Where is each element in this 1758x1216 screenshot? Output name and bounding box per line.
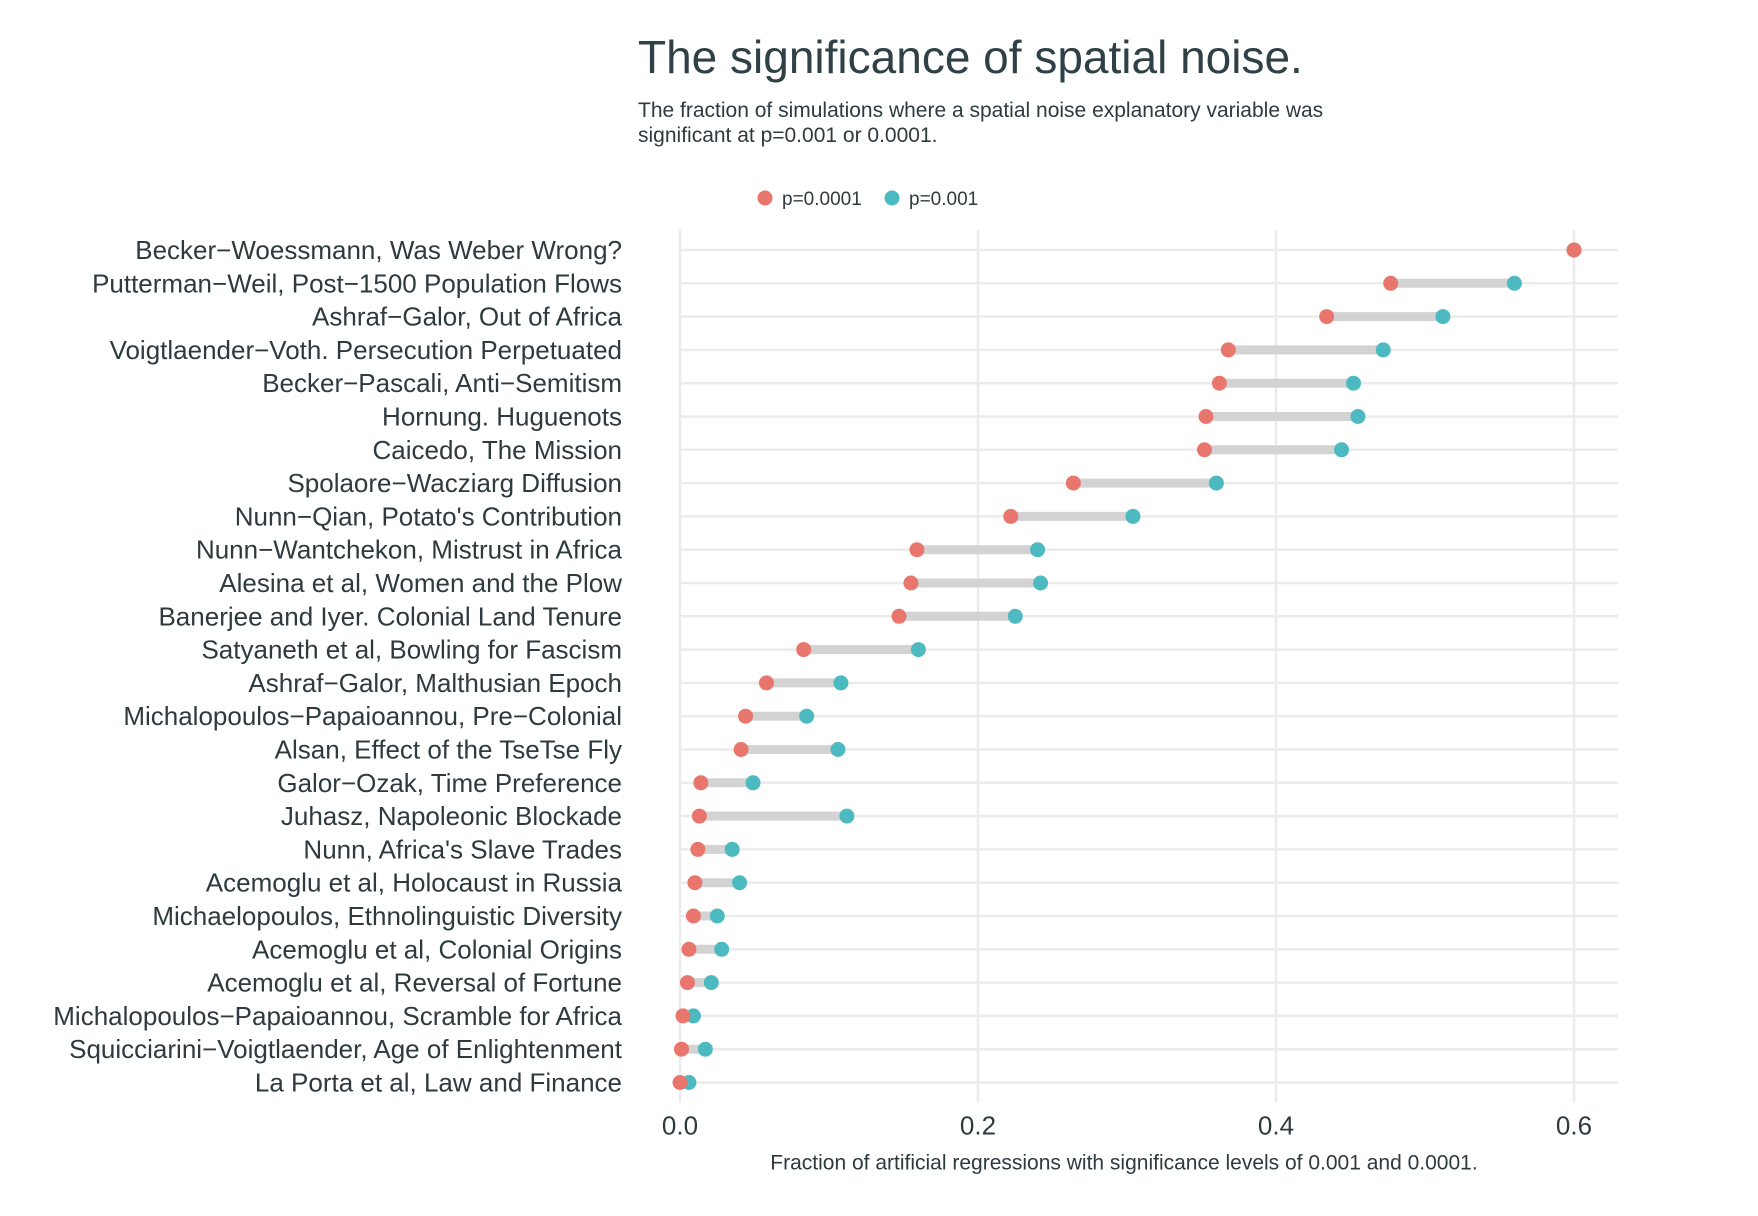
y-tick-label: Nunn, Africa's Slave Trades xyxy=(303,834,622,864)
y-tick-label: Nunn−Qian, Potato's Contribution xyxy=(235,501,622,531)
point-p0001 xyxy=(687,875,703,891)
point-p0001 xyxy=(796,642,812,658)
y-tick-label: Michalopoulos−Papaioannou, Pre−Colonial xyxy=(123,701,622,731)
point-p0001 xyxy=(1383,275,1399,291)
point-p0001 xyxy=(1566,242,1582,258)
y-tick-label: Hornung. Huguenots xyxy=(382,402,622,432)
x-tick-label: 0.4 xyxy=(1258,1111,1294,1141)
y-tick-label: Acemoglu et al, Holocaust in Russia xyxy=(206,868,623,898)
chart-subtitle: The fraction of simulations where a spat… xyxy=(638,99,1324,147)
y-tick-label: La Porta et al, Law and Finance xyxy=(255,1068,622,1098)
y-tick-label: Squicciarini−Voigtlaender, Age of Enligh… xyxy=(69,1034,623,1064)
y-tick-label: Banerjee and Iyer. Colonial Land Tenure xyxy=(158,601,622,631)
y-tick-label: Michaelopoulos, Ethnolinguistic Diversit… xyxy=(152,901,622,931)
x-tick-label: 0.2 xyxy=(960,1111,996,1141)
x-axis-title: Fraction of artificial regressions with … xyxy=(770,1152,1477,1175)
y-tick-label: Ashraf−Galor, Malthusian Epoch xyxy=(248,668,622,698)
point-p001 xyxy=(685,1008,701,1024)
point-p001 xyxy=(732,875,748,891)
point-p0001 xyxy=(681,941,697,957)
point-p001 xyxy=(839,808,855,824)
y-tick-label: Nunn−Wantchekon, Mistrust in Africa xyxy=(196,535,623,565)
point-p0001 xyxy=(685,908,701,924)
point-p0001 xyxy=(738,708,754,724)
connectors xyxy=(680,278,1515,1087)
y-tick-label: Becker−Woessmann, Was Weber Wrong? xyxy=(135,235,622,265)
point-p001 xyxy=(1033,575,1049,591)
y-tick-label: Acemoglu et al, Reversal of Fortune xyxy=(207,968,622,998)
x-tick-label: 0.0 xyxy=(662,1111,698,1141)
point-p001 xyxy=(1208,475,1224,491)
point-p001 xyxy=(833,675,849,691)
point-p0001 xyxy=(1211,375,1227,391)
legend-key-p001 xyxy=(884,190,900,206)
y-tick-label: Voigtlaender−Voth. Persecution Perpetuat… xyxy=(110,335,622,365)
y-tick-label: Becker−Pascali, Anti−Semitism xyxy=(262,368,622,398)
legend-label: p=0.0001 xyxy=(782,189,862,210)
point-p0001 xyxy=(690,841,706,857)
y-tick-label: Spolaore−Wacziarg Diffusion xyxy=(287,468,622,498)
y-tick-label: Caicedo, The Mission xyxy=(372,435,622,465)
point-p0001 xyxy=(673,1041,689,1057)
point-p001 xyxy=(709,908,725,924)
y-tick-label: Galor−Ozak, Time Preference xyxy=(277,768,622,798)
point-p001 xyxy=(799,708,815,724)
point-p0001 xyxy=(758,675,774,691)
legend-key-p0001 xyxy=(757,190,773,206)
point-p001 xyxy=(1334,442,1350,458)
point-p0001 xyxy=(693,775,709,791)
point-p0001 xyxy=(1003,508,1019,524)
point-p0001 xyxy=(1065,475,1081,491)
point-p0001 xyxy=(1220,342,1236,358)
point-p001 xyxy=(745,775,761,791)
y-tick-label: Satyaneth et al, Bowling for Fascism xyxy=(201,635,622,665)
y-tick-label: Michalopoulos−Papaioannou, Scramble for … xyxy=(53,1001,622,1031)
chart-title: The significance of spatial noise. xyxy=(638,31,1303,83)
point-p001 xyxy=(697,1041,713,1057)
point-p001 xyxy=(1125,508,1141,524)
point-p001 xyxy=(910,642,926,658)
point-p0001 xyxy=(903,575,919,591)
legend: p=0.0001 p=0.001 xyxy=(757,189,978,210)
grid xyxy=(678,230,1618,1103)
point-p0001 xyxy=(1196,442,1212,458)
point-p0001 xyxy=(691,808,707,824)
point-p0001 xyxy=(891,608,907,624)
point-p001 xyxy=(1435,309,1451,325)
point-p001 xyxy=(703,975,719,991)
point-p0001 xyxy=(733,742,749,757)
point-p001 xyxy=(1375,342,1391,358)
points xyxy=(672,242,1582,1090)
point-p001 xyxy=(1007,608,1023,624)
point-p001 xyxy=(714,941,730,957)
point-p0001 xyxy=(672,1075,688,1090)
x-tick-label: 0.6 xyxy=(1556,1111,1592,1141)
y-tick-label: Alesina et al, Women and the Plow xyxy=(219,568,622,598)
point-p001 xyxy=(1506,275,1522,291)
legend-label: p=0.001 xyxy=(909,189,978,210)
point-p0001 xyxy=(909,542,925,558)
point-p001 xyxy=(1345,375,1361,391)
point-p001 xyxy=(830,742,846,757)
x-axis-labels: 0.0 0.2 0.4 0.6 xyxy=(662,1111,1592,1141)
point-p001 xyxy=(1030,542,1046,558)
point-p0001 xyxy=(675,1008,691,1024)
y-tick-label: Putterman−Weil, Post−1500 Population Flo… xyxy=(92,268,622,298)
point-p001 xyxy=(724,841,740,857)
y-tick-label: Juhasz, Napoleonic Blockade xyxy=(281,801,622,831)
point-p001 xyxy=(1350,409,1366,424)
point-p0001 xyxy=(1319,309,1335,325)
point-p0001 xyxy=(679,975,695,991)
y-tick-label: Acemoglu et al, Colonial Origins xyxy=(252,934,622,964)
point-p0001 xyxy=(1198,409,1214,424)
y-tick-label: Ashraf−Galor, Out of Africa xyxy=(312,302,623,332)
y-tick-label: Alsan, Effect of the TseTse Fly xyxy=(275,735,622,765)
y-axis-labels: Becker−Woessmann, Was Weber Wrong?Putter… xyxy=(53,235,623,1098)
